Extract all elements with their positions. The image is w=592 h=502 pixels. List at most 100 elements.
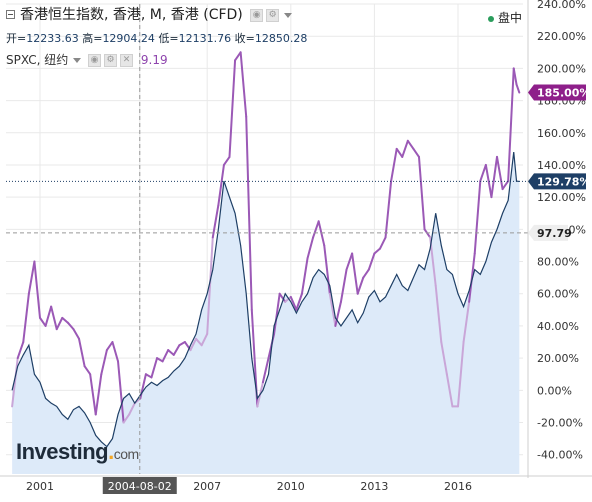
- y-tick-label: 200.00%: [537, 62, 586, 75]
- logo-com: com: [113, 446, 139, 462]
- compare-segment: [144, 373, 153, 379]
- compare-segment: [312, 220, 320, 239]
- high-label: 高=: [82, 32, 103, 45]
- compare-segment: [217, 163, 225, 207]
- settings-icon[interactable]: ⚙: [266, 8, 280, 22]
- compare-segment: [284, 295, 292, 303]
- compare-segment: [39, 316, 47, 327]
- compare-last-badge-bg: [528, 84, 586, 101]
- main-last-badge-text: 129.78%: [537, 175, 590, 188]
- compare-segment: [50, 305, 58, 331]
- compare-segment: [323, 244, 331, 295]
- compare-segment: [417, 155, 426, 231]
- compare-segment: [445, 373, 454, 408]
- y-tick-label: 60.00%: [537, 288, 579, 301]
- series-lines: [11, 51, 521, 448]
- compare-segment: [222, 155, 231, 166]
- compare-segment: [406, 139, 415, 150]
- compare-segment: [55, 316, 64, 331]
- compare-segment: [468, 252, 476, 303]
- compare-segment: [496, 155, 504, 191]
- compare-segment: [189, 337, 198, 352]
- close-value: 12850.28: [254, 32, 308, 45]
- main-area: [12, 152, 520, 474]
- compare-segment: [195, 337, 203, 347]
- y-tick-label: 240.00%: [537, 0, 586, 11]
- compare-segment: [289, 295, 298, 311]
- compare-row: SPXC, 纽约 ◉ ⚙ ✕ 9.19: [6, 51, 168, 68]
- low-label: 低=: [158, 32, 179, 45]
- compare-segment: [384, 180, 393, 239]
- visibility-icon[interactable]: ◉: [88, 54, 102, 67]
- compare-segment: [11, 357, 19, 408]
- x-tick-label: 2016: [444, 480, 472, 493]
- compare-segment: [295, 292, 303, 311]
- compare-segment: [501, 180, 510, 191]
- compare-segment: [78, 337, 86, 368]
- compare-segment: [94, 373, 103, 416]
- x-tick-label: 2001: [26, 480, 54, 493]
- compare-segment: [83, 365, 92, 376]
- compare-segment: [473, 180, 482, 255]
- main-last-badge-bg: [528, 173, 586, 190]
- compare-last-badge: 185.00%: [528, 84, 590, 101]
- compare-last-badge-text: 185.00%: [537, 87, 590, 100]
- compare-segment: [150, 357, 159, 379]
- compare-segment: [128, 402, 136, 416]
- close-icon[interactable]: ✕: [120, 54, 134, 67]
- compare-segment: [172, 344, 181, 356]
- logo-dot: .: [108, 439, 114, 464]
- y-tick-label: -40.00%: [537, 449, 583, 462]
- chevron-down-icon[interactable]: [73, 58, 82, 63]
- compare-segment: [479, 163, 487, 183]
- compare-segment: [278, 292, 287, 303]
- y-tick-label: 40.00%: [537, 320, 579, 333]
- compare-segment: [328, 292, 337, 327]
- compare-segment: [117, 360, 125, 424]
- compare-segment: [434, 284, 443, 344]
- compare-segment: [390, 147, 398, 183]
- compare-segment: [457, 341, 465, 408]
- compare-segment: [89, 373, 97, 416]
- x-crosshair-badge: [102, 477, 177, 494]
- crosshair-value-badge-bg: [528, 224, 568, 241]
- y-tick-label: 120.00%: [537, 191, 586, 204]
- compare-segment: [412, 147, 420, 158]
- close-label: 收=: [234, 32, 255, 45]
- compare-segment: [378, 236, 387, 250]
- market-status-label: 盘中: [498, 11, 523, 25]
- low-value: 12131.76: [178, 32, 232, 45]
- logo-text: Investing: [16, 439, 109, 464]
- compare-segment: [122, 413, 131, 424]
- compare-segment: [16, 341, 25, 360]
- visibility-icon[interactable]: ◉: [250, 8, 264, 22]
- x-tick-label: 2004-08-02: [108, 480, 172, 493]
- compare-segment: [167, 349, 175, 356]
- compare-segment: [512, 67, 518, 86]
- compare-symbol[interactable]: SPXC, 纽约: [6, 53, 69, 67]
- compare-segment: [206, 236, 214, 335]
- main-last-badge: 129.78%: [528, 173, 590, 190]
- settings-icon[interactable]: ⚙: [104, 54, 118, 67]
- compare-segment: [490, 155, 499, 199]
- compare-segment: [234, 51, 242, 62]
- collapse-icon[interactable]: [6, 10, 15, 19]
- high-value: 12904.24: [102, 32, 155, 45]
- compare-segment: [200, 332, 209, 347]
- compare-segment: [111, 341, 120, 363]
- compare-value: 9.19: [140, 53, 168, 67]
- compare-segment: [373, 247, 381, 255]
- compare-segment: [44, 305, 53, 327]
- open-label: 开=: [6, 32, 27, 45]
- compare-segment: [462, 300, 471, 344]
- x-tick-label: 2013: [360, 480, 388, 493]
- compare-segment: [484, 163, 493, 199]
- compare-segment: [178, 341, 186, 347]
- compare-segment: [401, 139, 409, 158]
- compare-segment: [105, 341, 114, 352]
- chevron-down-icon[interactable]: [284, 12, 293, 18]
- investing-logo: Investing.com: [16, 439, 139, 465]
